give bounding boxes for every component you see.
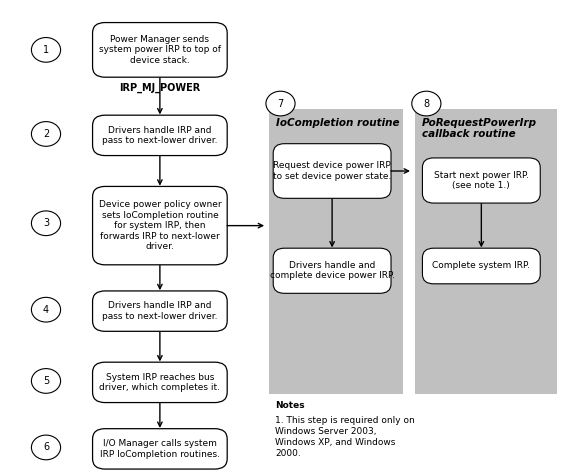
Text: IRP_MJ_POWER: IRP_MJ_POWER bbox=[119, 82, 200, 93]
Text: Complete system IRP.: Complete system IRP. bbox=[433, 262, 530, 270]
FancyBboxPatch shape bbox=[273, 248, 391, 293]
FancyBboxPatch shape bbox=[93, 22, 227, 77]
FancyBboxPatch shape bbox=[93, 291, 227, 332]
Circle shape bbox=[31, 38, 61, 62]
Text: Start next power IRP.
(see note 1.): Start next power IRP. (see note 1.) bbox=[434, 171, 529, 190]
FancyBboxPatch shape bbox=[269, 109, 403, 394]
FancyBboxPatch shape bbox=[273, 143, 391, 199]
Text: Power Manager sends
system power IRP to top of
device stack.: Power Manager sends system power IRP to … bbox=[99, 35, 221, 65]
Text: 6: 6 bbox=[43, 442, 49, 453]
Text: 7: 7 bbox=[277, 98, 284, 109]
FancyBboxPatch shape bbox=[415, 109, 557, 394]
Text: 1: 1 bbox=[43, 45, 49, 55]
Text: Drivers handle and
complete device power IRP.: Drivers handle and complete device power… bbox=[270, 261, 394, 280]
Text: Device power policy owner
sets IoCompletion routine
for system IRP, then
forward: Device power policy owner sets IoComplet… bbox=[99, 200, 221, 251]
Circle shape bbox=[31, 435, 61, 460]
Text: Drivers handle IRP and
pass to next-lower driver.: Drivers handle IRP and pass to next-lowe… bbox=[102, 126, 218, 145]
Text: 2: 2 bbox=[43, 129, 49, 139]
Circle shape bbox=[31, 122, 61, 146]
Circle shape bbox=[266, 91, 295, 116]
Text: Notes: Notes bbox=[275, 401, 305, 410]
Text: Request device power IRP
to set device power state.: Request device power IRP to set device p… bbox=[273, 162, 392, 180]
Circle shape bbox=[412, 91, 441, 116]
Text: PoRequestPowerIrp
callback routine: PoRequestPowerIrp callback routine bbox=[422, 118, 537, 139]
Text: 3: 3 bbox=[43, 218, 49, 228]
FancyBboxPatch shape bbox=[93, 115, 227, 156]
Circle shape bbox=[31, 297, 61, 322]
FancyBboxPatch shape bbox=[422, 158, 540, 203]
FancyBboxPatch shape bbox=[93, 186, 227, 265]
Text: Drivers handle IRP and
pass to next-lower driver.: Drivers handle IRP and pass to next-lowe… bbox=[102, 302, 218, 321]
FancyBboxPatch shape bbox=[93, 428, 227, 469]
Text: 1. This step is required only on
Windows Server 2003,
Windows XP, and Windows
20: 1. This step is required only on Windows… bbox=[275, 416, 415, 458]
FancyBboxPatch shape bbox=[422, 248, 540, 284]
Circle shape bbox=[31, 211, 61, 236]
Circle shape bbox=[31, 369, 61, 393]
Text: 5: 5 bbox=[43, 376, 49, 386]
Text: 8: 8 bbox=[424, 98, 429, 109]
FancyBboxPatch shape bbox=[93, 362, 227, 403]
Text: 4: 4 bbox=[43, 304, 49, 315]
Text: I/O Manager calls system
IRP IoCompletion routines.: I/O Manager calls system IRP IoCompletio… bbox=[100, 439, 220, 458]
Text: System IRP reaches bus
driver, which completes it.: System IRP reaches bus driver, which com… bbox=[99, 373, 220, 392]
Text: IoCompletion routine: IoCompletion routine bbox=[276, 118, 399, 128]
